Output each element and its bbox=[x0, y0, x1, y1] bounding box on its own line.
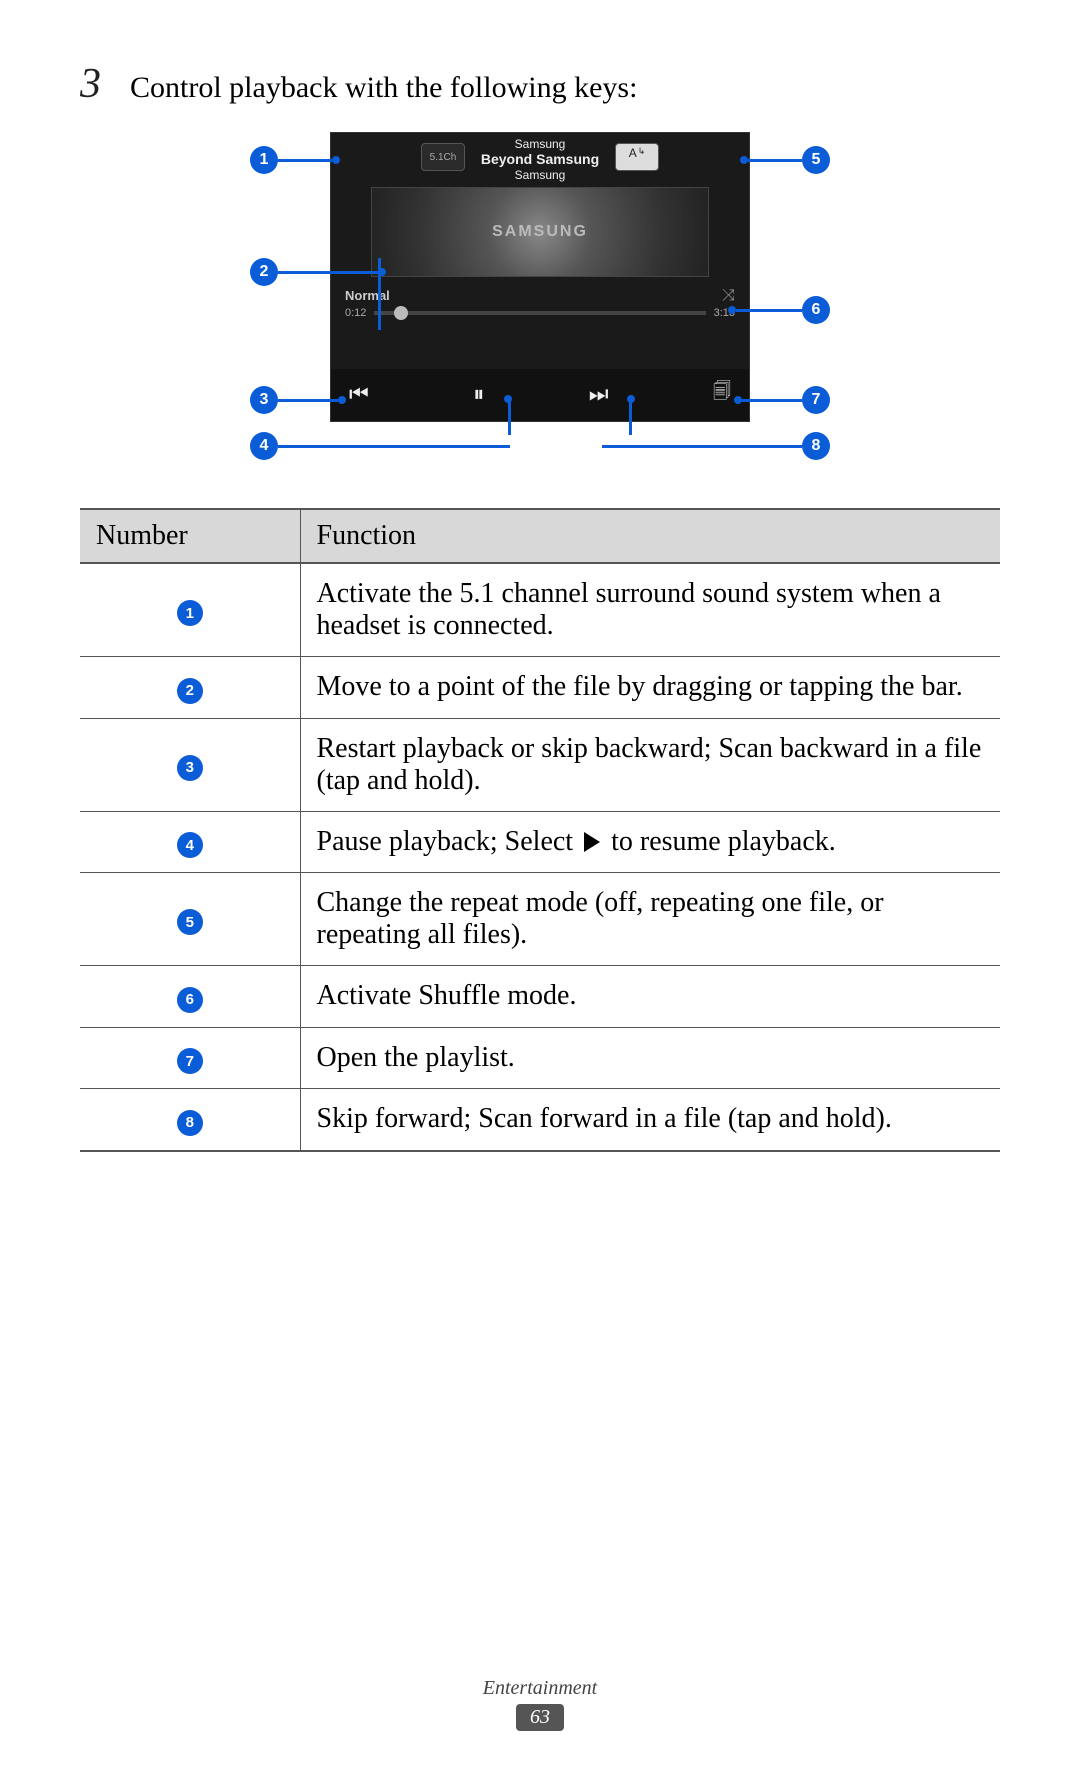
page-number: 63 bbox=[516, 1704, 564, 1731]
page-footer: Entertainment 63 bbox=[0, 1677, 1080, 1731]
eq-label: Normal bbox=[345, 288, 390, 303]
controls-row: ⏮ ⏸ ⏭ 🗐 bbox=[331, 369, 749, 421]
table-row: 4 Pause playback; Select to resume playb… bbox=[80, 811, 1000, 873]
function-table: Number Function 1 Activate the 5.1 chann… bbox=[80, 508, 1000, 1152]
table-row: 1 Activate the 5.1 channel surround soun… bbox=[80, 563, 1000, 657]
table-row: 5 Change the repeat mode (off, repeating… bbox=[80, 873, 1000, 966]
step-number: 3 bbox=[80, 60, 112, 108]
player-illustration: 5.1Ch A ↳ Samsung Beyond Samsung Samsung… bbox=[80, 132, 1000, 472]
col-function: Function bbox=[300, 509, 1000, 563]
player-mid-row: Normal ⤨ bbox=[331, 281, 749, 305]
playlist-icon: 🗐 bbox=[713, 379, 731, 409]
table-row: 6 Activate Shuffle mode. bbox=[80, 966, 1000, 1028]
next-icon: ⏭ bbox=[589, 381, 609, 407]
callout-1: 1 bbox=[250, 146, 340, 174]
music-player: 5.1Ch A ↳ Samsung Beyond Samsung Samsung… bbox=[330, 132, 750, 422]
prev-icon: ⏮ bbox=[349, 381, 369, 407]
time-elapsed: 0:12 bbox=[345, 307, 366, 319]
step-text: Control playback with the following keys… bbox=[130, 71, 637, 105]
artist-top: Samsung bbox=[331, 137, 749, 151]
progress-bar bbox=[374, 311, 705, 315]
col-number: Number bbox=[80, 509, 300, 563]
surround-badge: 5.1Ch bbox=[421, 143, 465, 171]
table-row: 8 Skip forward; Scan forward in a file (… bbox=[80, 1089, 1000, 1151]
callout-5: 5 bbox=[740, 146, 830, 174]
step-heading: 3 Control playback with the following ke… bbox=[80, 60, 1000, 108]
progress-knob bbox=[394, 306, 408, 320]
table-row: 3 Restart playback or skip backward; Sca… bbox=[80, 718, 1000, 811]
callout-8: 8 bbox=[602, 432, 830, 460]
footer-section: Entertainment bbox=[0, 1677, 1080, 1700]
callout-2: 2 bbox=[250, 258, 386, 286]
album-art: SAMSUNG bbox=[371, 187, 709, 277]
callout-6: 6 bbox=[728, 296, 830, 324]
pause-icon: ⏸ bbox=[473, 381, 484, 407]
table-row: 2 Move to a point of the file by draggin… bbox=[80, 657, 1000, 719]
callout-4: 4 bbox=[250, 432, 510, 460]
track-title: Beyond Samsung bbox=[331, 151, 749, 168]
player-meta: Samsung Beyond Samsung Samsung bbox=[331, 133, 749, 183]
table-row: 7 Open the playlist. bbox=[80, 1027, 1000, 1089]
play-icon bbox=[584, 832, 600, 852]
artist-sub: Samsung bbox=[331, 168, 749, 182]
callout-3: 3 bbox=[250, 386, 346, 414]
repeat-badge: A ↳ bbox=[615, 143, 659, 171]
callout-7: 7 bbox=[734, 386, 830, 414]
progress-row: 0:12 3:13 bbox=[331, 305, 749, 325]
